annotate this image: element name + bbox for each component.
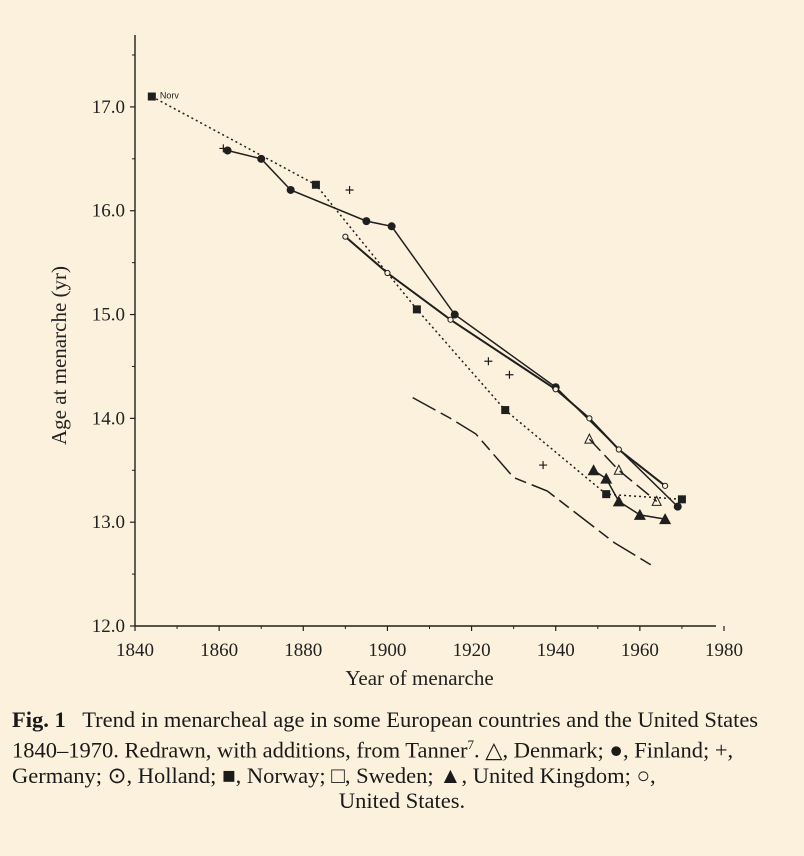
norway-point bbox=[602, 490, 611, 499]
y-tick-label: 12.0 bbox=[92, 616, 125, 637]
uk-point bbox=[612, 495, 625, 507]
caption-label: Fig. 1 bbox=[12, 707, 66, 732]
norway-point bbox=[501, 406, 510, 415]
x-tick-label: 1960 bbox=[621, 640, 659, 661]
x-tick-label: 1980 bbox=[705, 640, 743, 661]
series-square bbox=[147, 92, 686, 504]
series-layer bbox=[147, 92, 686, 567]
series-line bbox=[151, 95, 682, 501]
uk-point bbox=[633, 508, 646, 520]
series-none bbox=[412, 396, 653, 567]
y-tick-label: 16.0 bbox=[92, 201, 125, 222]
caption-last-line: United States. bbox=[338, 787, 466, 813]
finland-point bbox=[362, 217, 371, 226]
series-circle bbox=[223, 146, 682, 511]
norway-point bbox=[147, 92, 156, 101]
series-triangle bbox=[587, 464, 672, 525]
finland-point bbox=[286, 185, 295, 194]
series-triangle-open bbox=[584, 433, 662, 506]
germany-point bbox=[345, 185, 354, 194]
x-tick-label: 1880 bbox=[284, 640, 322, 661]
y-tick-label: 13.0 bbox=[92, 512, 125, 533]
denmark-point bbox=[613, 464, 625, 475]
finland-point bbox=[450, 310, 459, 319]
uk-point bbox=[659, 513, 672, 525]
germany-point bbox=[219, 144, 228, 153]
y-tick-label: 14.0 bbox=[92, 408, 125, 429]
figure-caption: Fig. 1 Trend in menarcheal age in some E… bbox=[12, 707, 792, 813]
series-circle-open bbox=[342, 233, 669, 489]
x-tick-label: 1860 bbox=[200, 640, 238, 661]
norway-point bbox=[311, 180, 320, 189]
united-states-point bbox=[552, 386, 559, 393]
denmark-point bbox=[651, 495, 662, 506]
y-tick-label: 15.0 bbox=[92, 305, 125, 326]
series-line bbox=[588, 438, 658, 502]
caption-legend: . △, Denmark; ●, Finland; +, Germany; ⊙,… bbox=[12, 737, 734, 788]
united-states-point bbox=[662, 482, 669, 489]
series-line bbox=[412, 396, 653, 567]
series-line bbox=[227, 149, 679, 508]
uk-point bbox=[587, 464, 600, 476]
united-states-point bbox=[447, 316, 454, 323]
caption-text: Trend in menarcheal age in some European… bbox=[12, 707, 759, 763]
x-tick-label: 1920 bbox=[453, 640, 491, 661]
uk-point bbox=[600, 472, 613, 484]
series-plus bbox=[219, 144, 548, 470]
finland-point bbox=[223, 146, 232, 155]
germany-point bbox=[539, 461, 548, 470]
united-states-point bbox=[342, 233, 349, 240]
norway-point bbox=[677, 495, 686, 504]
caption-reference: 7 bbox=[467, 737, 474, 752]
germany-point bbox=[484, 357, 493, 366]
united-states-point bbox=[384, 269, 391, 277]
y-axis-title: Age at menarche (yr) bbox=[47, 266, 71, 445]
finland-point bbox=[387, 222, 396, 231]
x-tick-label: 1840 bbox=[116, 640, 154, 661]
norway-point bbox=[412, 305, 421, 314]
chart: 1840 1860 1880 1900 1920 1940 1960 1980 12.0 13.0… bbox=[47, 35, 743, 690]
united-states-point bbox=[586, 415, 593, 422]
finland-point bbox=[257, 154, 266, 163]
denmark-point bbox=[584, 433, 595, 444]
y-tick-label: 17.0 bbox=[92, 97, 125, 118]
germany-point bbox=[505, 370, 514, 379]
x-tick-label: 1900 bbox=[368, 640, 406, 661]
x-axis-title: Year of menarche bbox=[345, 666, 493, 690]
x-tick-label: 1940 bbox=[537, 640, 575, 661]
norway-annotation: Norv bbox=[160, 91, 180, 101]
axes: 1840 1860 1880 1900 1920 1940 1960 1980 12.0 13.0… bbox=[92, 35, 743, 661]
finland-point bbox=[673, 502, 682, 511]
united-states-point bbox=[615, 446, 622, 453]
